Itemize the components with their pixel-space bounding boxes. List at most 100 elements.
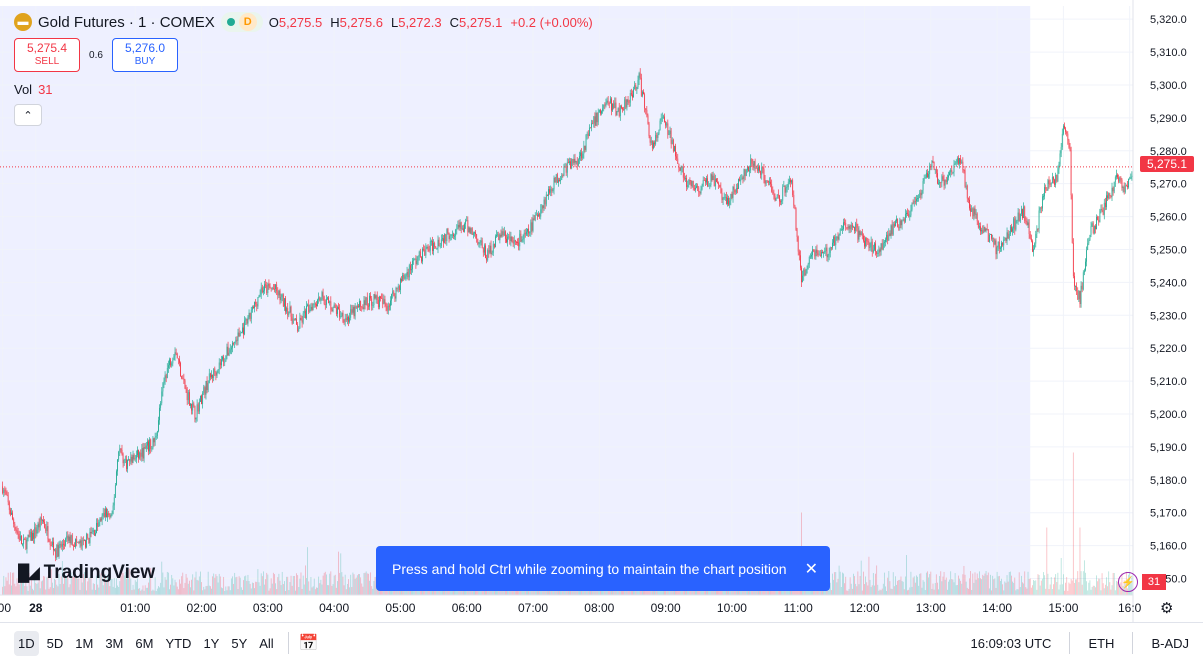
volume-bar xyxy=(538,587,539,595)
market-status-pill[interactable]: D xyxy=(220,12,263,32)
candle-body xyxy=(1111,187,1113,197)
buy-button[interactable]: 5,276.0 BUY xyxy=(112,38,178,72)
candle-body xyxy=(235,339,237,342)
volume-bar xyxy=(346,583,348,595)
candle-body xyxy=(496,234,497,237)
clock[interactable]: 16:09:03 UTC xyxy=(970,635,1052,651)
close-icon[interactable]: ✕ xyxy=(804,560,818,578)
candle-body xyxy=(270,288,272,290)
candle-body xyxy=(949,172,950,176)
volume-bar xyxy=(365,571,367,595)
candle-body xyxy=(103,512,105,517)
candle-body xyxy=(367,305,369,307)
volume-bar xyxy=(127,571,128,595)
candle-body xyxy=(769,181,770,183)
range-button-all[interactable]: All xyxy=(259,635,274,651)
volume-bar xyxy=(108,580,110,595)
toolbar-divider xyxy=(1069,632,1071,654)
candle-body xyxy=(392,291,394,295)
volume-bar xyxy=(716,587,717,595)
range-button-6m[interactable]: 6M xyxy=(135,635,154,651)
time-axis[interactable]: :002801:0002:0003:0004:0005:0006:0007:00… xyxy=(0,601,1142,615)
candle-body xyxy=(959,158,960,164)
range-button-1d[interactable]: 1D xyxy=(14,630,39,656)
volume-bar xyxy=(711,589,713,595)
volume-bar xyxy=(990,574,991,595)
candle-body xyxy=(732,186,734,198)
volume-bar xyxy=(340,553,342,595)
range-button-5y[interactable]: 5Y xyxy=(231,635,248,651)
candle-body xyxy=(377,299,379,308)
candle-body xyxy=(795,208,797,230)
range-button-3m[interactable]: 3M xyxy=(105,635,124,651)
range-button-1m[interactable]: 1M xyxy=(75,635,94,651)
volume-bar xyxy=(1093,585,1095,595)
candle-body xyxy=(442,238,443,240)
volume-bar xyxy=(160,582,162,595)
sell-button[interactable]: 5,275.4 SELL xyxy=(14,38,80,72)
volume-bar xyxy=(310,577,312,595)
range-button-1y[interactable]: 1Y xyxy=(203,635,220,651)
session-toggle[interactable]: ETH xyxy=(1088,635,1115,651)
volume-bar xyxy=(1068,582,1070,595)
volume-bar xyxy=(196,579,198,595)
volume-bar xyxy=(1085,572,1086,595)
volume-bar xyxy=(130,578,132,595)
candle-body xyxy=(548,189,549,196)
candle-body xyxy=(488,250,490,253)
trade-buttons: 5,275.4 SELL 0.6 5,276.0 BUY xyxy=(14,38,178,72)
lightning-icon[interactable]: ⚡ xyxy=(1118,572,1138,592)
volume-bar xyxy=(836,582,838,595)
tradingview-logo[interactable]: █◢ TradingView xyxy=(18,562,155,584)
time-tick-label: 10:00 xyxy=(717,601,747,615)
volume-bar xyxy=(1069,583,1071,595)
volume-bar xyxy=(886,590,887,595)
volume-bar xyxy=(1022,582,1023,595)
volume-bar xyxy=(1004,581,1006,595)
candle-body xyxy=(550,188,552,193)
range-button-ytd[interactable]: YTD xyxy=(165,635,192,651)
candle-body xyxy=(361,306,363,308)
range-button-5d[interactable]: 5D xyxy=(46,635,64,651)
candle-body xyxy=(605,102,607,106)
candle-body xyxy=(906,212,907,215)
candle-body xyxy=(499,234,501,241)
volume-bar xyxy=(1003,590,1005,595)
candle-body xyxy=(85,540,86,548)
volume-bar xyxy=(97,584,99,595)
price-tick-label: 5,190.0 xyxy=(1150,442,1187,454)
candle-body xyxy=(996,247,998,255)
candle-body xyxy=(212,374,213,378)
candle-body xyxy=(461,228,463,230)
symbol-title[interactable]: Gold Futures · 1 · COMEX xyxy=(38,13,215,31)
candle-body xyxy=(215,371,217,376)
volume-bar xyxy=(988,588,990,595)
candle-body xyxy=(19,535,21,541)
candle-body xyxy=(784,185,786,193)
candle-body xyxy=(27,534,29,539)
adjustment-toggle[interactable]: B-ADJ xyxy=(1151,635,1189,651)
volume-bar xyxy=(1067,590,1069,595)
volume-bar xyxy=(1030,587,1032,595)
calendar-goto-icon[interactable]: 📅 xyxy=(298,635,319,652)
settings-gear-icon[interactable]: ⚙ xyxy=(1160,600,1174,617)
candle-body xyxy=(112,505,114,514)
candle-body xyxy=(301,320,303,323)
volume-bar xyxy=(887,577,889,595)
candle-body xyxy=(232,342,233,348)
candle-body xyxy=(138,449,139,459)
candle-body xyxy=(688,180,690,186)
volume-bar xyxy=(335,587,337,595)
candle-body xyxy=(645,108,647,110)
candle-body xyxy=(528,228,530,234)
candle-body xyxy=(711,174,713,181)
collapse-legend-button[interactable]: ⌃ xyxy=(14,104,42,126)
candle-body xyxy=(861,232,863,236)
candle-body xyxy=(492,243,494,253)
volume-bar xyxy=(300,572,302,595)
volume-bar xyxy=(991,590,992,595)
volume-bar xyxy=(306,577,307,595)
candle-body xyxy=(447,228,449,233)
